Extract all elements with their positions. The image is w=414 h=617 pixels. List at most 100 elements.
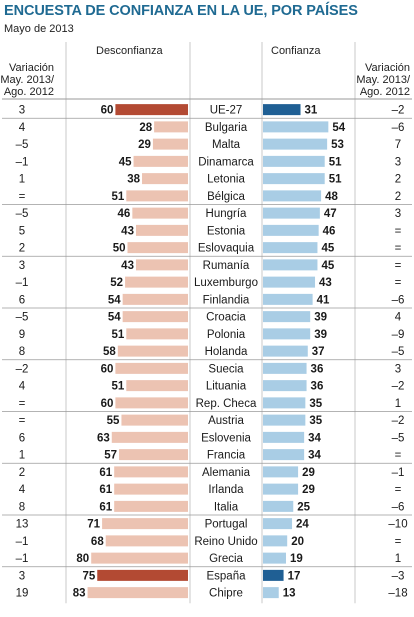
trust-bar [263,466,299,478]
distrust-value: 45 [119,156,132,168]
distrust-variation: 4 [19,381,26,393]
trust-bar [263,311,311,323]
distrust-value: 61 [99,484,112,496]
distrust-value: 50 [113,243,126,255]
trust-bar [263,155,325,167]
country-label: Alemania [202,467,251,479]
country-label: Luxemburgo [194,277,258,289]
country-label: Reino Unido [194,536,257,548]
trust-value: 34 [308,450,321,462]
trust-value: 47 [324,208,337,220]
country-label: Bélgica [207,191,245,203]
trust-value: 24 [296,519,309,531]
trust-variation: = [395,536,402,548]
trust-value: 46 [323,225,336,237]
distrust-variation: 4 [19,484,26,496]
distrust-value: 28 [139,122,152,134]
country-label: Estonia [207,225,246,237]
distrust-variation: –5 [16,312,29,324]
distrust-value: 83 [73,588,86,600]
trust-value: 51 [329,156,342,168]
distrust-value: 51 [111,381,124,393]
trust-value: 48 [325,191,338,203]
distrust-bar [114,500,188,512]
trust-value: 31 [305,105,318,117]
trust-variation: 3 [395,363,401,375]
trust-value: 54 [332,122,345,134]
trust-value: 17 [288,570,301,582]
distrust-bar [135,224,188,236]
distrust-value: 63 [97,432,110,444]
trust-bar [263,552,286,564]
trust-bar [263,345,308,357]
trust-variation: = [395,450,402,462]
distrust-bar [114,466,188,478]
trust-bar [263,500,294,512]
distrust-value: 60 [101,105,114,117]
trust-bar [263,569,284,581]
trust-variation: –5 [392,346,405,358]
distrust-variation: 2 [19,243,25,255]
trust-value: 29 [302,467,315,479]
distrust-bar [126,190,188,202]
distrust-variation: 3 [19,570,25,582]
country-label: Letonia [207,174,245,186]
distrust-value: 54 [108,312,121,324]
trust-variation: –3 [392,570,405,582]
trust-variation: = [395,243,402,255]
trust-bar [263,483,299,495]
distrust-variation: 3 [19,105,25,117]
trust-bar [263,362,307,374]
trust-bar [263,449,305,461]
country-label: Malta [212,139,241,151]
trust-value: 51 [329,174,342,186]
distrust-bar [115,362,188,374]
country-label: Chipre [209,588,243,600]
distrust-bar [119,449,188,461]
trust-variation: –2 [392,381,405,393]
trust-variation: 1 [395,553,401,565]
country-label: España [206,570,246,582]
chart-title: ENCUESTA DE CONFIANZA EN LA UE, POR PAÍS… [4,3,358,19]
left-variation-header: Variación May. 2013/ Ago. 2012 [0,62,54,98]
distrust-bar [122,293,188,305]
trust-variation: –9 [392,329,405,341]
trust-bar [263,173,325,185]
distrust-bar [125,276,188,288]
distrust-bar [111,431,188,443]
trust-bar [263,293,313,305]
trust-variation: –18 [388,588,407,600]
distrust-variation: 8 [19,346,25,358]
distrust-value: 51 [111,329,124,341]
trust-variation: 3 [395,208,401,220]
distrust-value: 75 [82,570,95,582]
distrust-variation: 6 [19,432,25,444]
distrust-bar [117,345,188,357]
distrust-bar [97,569,188,581]
distrust-value: 61 [99,467,112,479]
trust-variation: 7 [395,139,401,151]
distrust-variation: 13 [16,519,29,531]
distrust-value: 46 [118,208,131,220]
left-variation-header-line2: May. 2013/ [0,74,54,86]
trust-bar [263,207,320,219]
trust-bar [263,414,306,426]
country-label: UE-27 [210,105,243,117]
country-label: Dinamarca [198,156,254,168]
trust-bar [263,138,328,150]
distrust-bar [115,104,188,116]
trust-value: 39 [314,312,327,324]
country-label: Grecia [209,553,243,565]
trust-variation: 2 [395,191,401,203]
confianza-header: Confianza [271,45,321,57]
trust-value: 37 [312,346,325,358]
trust-value: 45 [321,260,334,272]
distrust-variation: 6 [19,294,25,306]
trust-value: 35 [309,415,322,427]
trust-value: 45 [321,243,334,255]
distrust-variation: 5 [19,225,25,237]
country-label: Hungría [206,208,248,220]
trust-variation: = [395,260,402,272]
trust-value: 39 [314,329,327,341]
